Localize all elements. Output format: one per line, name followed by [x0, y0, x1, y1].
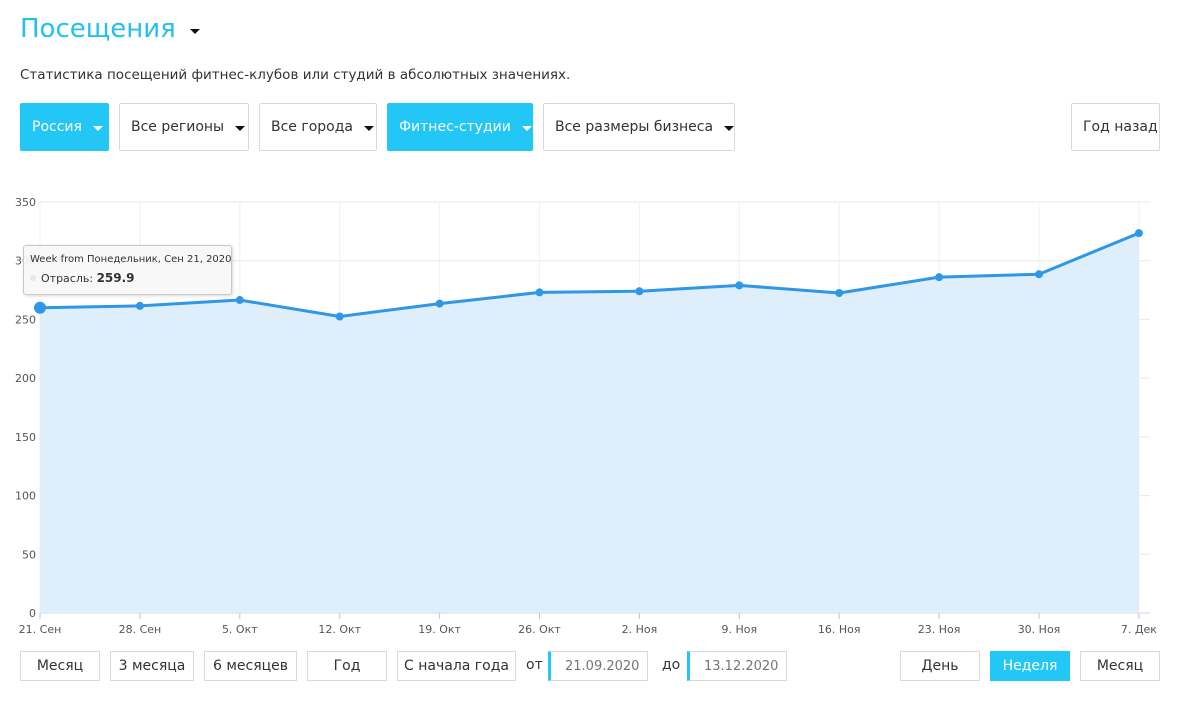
date-to-label: до: [662, 657, 681, 673]
series-line: [39, 231, 1140, 318]
compare-year-ago-button[interactable]: Год назад: [1071, 103, 1160, 151]
chevron-down-icon: [724, 125, 735, 131]
data-point: [735, 281, 744, 290]
page-title: Посещения: [20, 14, 176, 44]
y-tick-label: 100: [15, 490, 36, 503]
date-from-input[interactable]: [548, 651, 648, 681]
period-ytd-button[interactable]: С начала года: [397, 651, 516, 681]
y-tick-label: 150: [15, 431, 36, 444]
data-point: [935, 273, 944, 282]
type-filter[interactable]: Фитнес-студии: [387, 103, 533, 151]
y-tick-label: 200: [15, 372, 36, 385]
x-tick-label: 21. Сен: [19, 623, 62, 636]
date-from-label: от: [526, 657, 543, 673]
granularity-day-button[interactable]: День: [900, 651, 980, 681]
data-point: [435, 299, 444, 308]
data-point: [1134, 229, 1143, 238]
size-filter-label: Все размеры бизнеса: [555, 119, 714, 135]
x-tick-label: 9. Ноя: [721, 623, 757, 636]
x-tick-label: 7. Дек: [1121, 623, 1157, 636]
x-tick-label: 2. Ноя: [622, 623, 658, 636]
data-point: [1035, 270, 1043, 279]
chart-tooltip: Week from Понедельник, Сен 21, 2020 Отра…: [23, 245, 232, 295]
chevron-down-icon: [521, 125, 532, 131]
period-6-months-button[interactable]: 6 месяцев: [204, 651, 297, 681]
country-filter[interactable]: Россия: [20, 103, 109, 151]
x-tick-label: 26. Окт: [518, 623, 561, 636]
chevron-down-icon: [92, 125, 103, 131]
title-dropdown-icon[interactable]: [189, 28, 200, 34]
region-filter-label: Все регионы: [131, 119, 225, 135]
page-subtitle: Статистика посещений фитнес-клубов или с…: [20, 67, 571, 83]
data-point: [235, 296, 244, 305]
y-tick-label: 250: [15, 313, 36, 326]
data-point: [835, 289, 844, 298]
chevron-down-icon: [364, 125, 374, 131]
x-tick-label: 5. Окт: [222, 623, 258, 636]
type-filter-label: Фитнес-студии: [399, 119, 511, 135]
region-filter[interactable]: Все регионы: [119, 103, 249, 151]
y-tick-label: 0: [29, 607, 36, 620]
x-tick-label: 12. Окт: [318, 623, 361, 636]
compare-label: Год назад: [1083, 119, 1158, 135]
tooltip-value: 259.9: [96, 271, 135, 285]
size-filter[interactable]: Все размеры бизнеса: [543, 103, 735, 151]
chevron-down-icon: [235, 125, 246, 131]
tooltip-row: Отрасль: 259.9: [30, 271, 225, 285]
x-tick-label: 16. Ноя: [818, 623, 861, 636]
data-point: [535, 288, 544, 297]
granularity-month-button[interactable]: Месяц: [1080, 651, 1160, 681]
title-row: Посещения: [20, 14, 200, 44]
y-tick-label: 350: [15, 196, 36, 209]
city-filter-label: Все города: [271, 119, 353, 135]
tooltip-header: Week from Понедельник, Сен 21, 2020: [30, 254, 232, 265]
series-area: [40, 233, 1139, 613]
granularity-week-button[interactable]: Неделя: [990, 651, 1070, 681]
data-point: [135, 301, 144, 310]
data-point: [335, 312, 344, 321]
data-point-highlighted: [34, 301, 46, 314]
city-filter[interactable]: Все города: [259, 103, 377, 151]
x-tick-label: 28. Сен: [119, 623, 162, 636]
x-tick-label: 30. Ноя: [1018, 623, 1061, 636]
period-month-button[interactable]: Месяц: [20, 651, 100, 681]
tooltip-series-name: Отрасль: [41, 272, 90, 285]
date-to-input[interactable]: [687, 651, 787, 681]
country-filter-label: Россия: [32, 119, 82, 135]
y-tick-label: 50: [22, 548, 36, 561]
x-tick-label: 19. Окт: [418, 623, 461, 636]
data-point: [635, 287, 644, 296]
x-tick-label: 23. Ноя: [918, 623, 961, 636]
period-3-months-button[interactable]: 3 месяца: [110, 651, 194, 681]
series-marker-icon: [30, 275, 36, 281]
period-year-button[interactable]: Год: [307, 651, 387, 681]
